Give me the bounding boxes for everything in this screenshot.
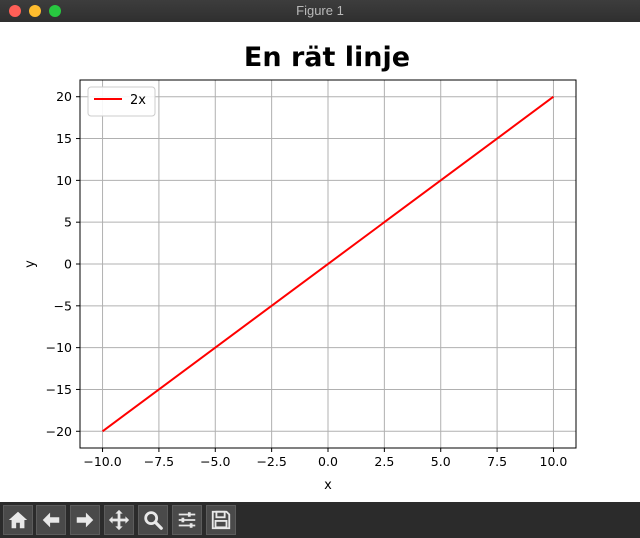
floppy-disk-icon [211,510,231,530]
home-icon [8,511,28,529]
legend-box [87,86,156,117]
line-chart: En rät linje −10.0 −7.5 −5.0 −2.5 0.0 2.5 5.0 7… [0,22,640,502]
navigation-toolbar [0,502,640,538]
arrow-left-icon [42,512,60,528]
series-layer [101,95,555,433]
figure-canvas[interactable]: En rät linje −10.0 −7.5 −5.0 −2.5 0.0 2.5 5.0 7… [0,22,640,502]
window-title: Figure 1 [296,3,344,18]
back-button[interactable] [36,505,66,535]
maximize-window-button[interactable] [49,5,61,17]
x-tick-label: 0.0 [318,454,338,469]
x-tick-label: 7.5 [487,454,507,469]
x-tick-label: 5.0 [431,454,451,469]
minimize-window-button[interactable] [29,5,41,17]
y-tick-label: 15 [56,131,72,146]
configure-subplots-button[interactable] [172,505,202,535]
magnifier-icon [144,511,163,530]
x-tick-label: 2.5 [374,454,394,469]
x-axis-label: x [324,478,332,493]
x-tick-label: −7.5 [144,454,174,469]
sliders-icon [178,512,196,528]
x-tick-label: −2.5 [256,454,286,469]
y-tick-label: −10 [46,340,72,355]
x-tick-label: −5.0 [200,454,230,469]
pan-button[interactable] [104,505,134,535]
chart-title: En rät linje [244,42,410,73]
x-tick-label: 10.0 [540,454,568,469]
ticks: −10.0 −7.5 −5.0 −2.5 0.0 2.5 5.0 7.5 10.0 −20 −15 −… [46,89,568,469]
y-axis-label: y [23,260,38,268]
move-icon [108,509,130,531]
y-tick-label: −15 [46,382,72,397]
series-line-2x [101,95,555,433]
arrow-right-icon [76,512,94,528]
forward-button[interactable] [70,505,100,535]
y-tick-label: 20 [56,89,72,104]
window-titlebar: Figure 1 [0,0,640,23]
y-tick-label: −5 [54,298,72,313]
save-button[interactable] [206,505,236,535]
zoom-button[interactable] [138,505,168,535]
y-tick-label: 0 [64,257,72,272]
y-tick-label: 5 [64,215,72,230]
y-tick-label: −20 [46,424,72,439]
y-tick-label: 10 [56,173,72,188]
legend: 2x [87,86,156,117]
legend-label-2x: 2x [130,93,146,108]
close-window-button[interactable] [9,5,21,17]
home-button[interactable] [3,505,33,535]
x-tick-label: −10.0 [83,454,121,469]
